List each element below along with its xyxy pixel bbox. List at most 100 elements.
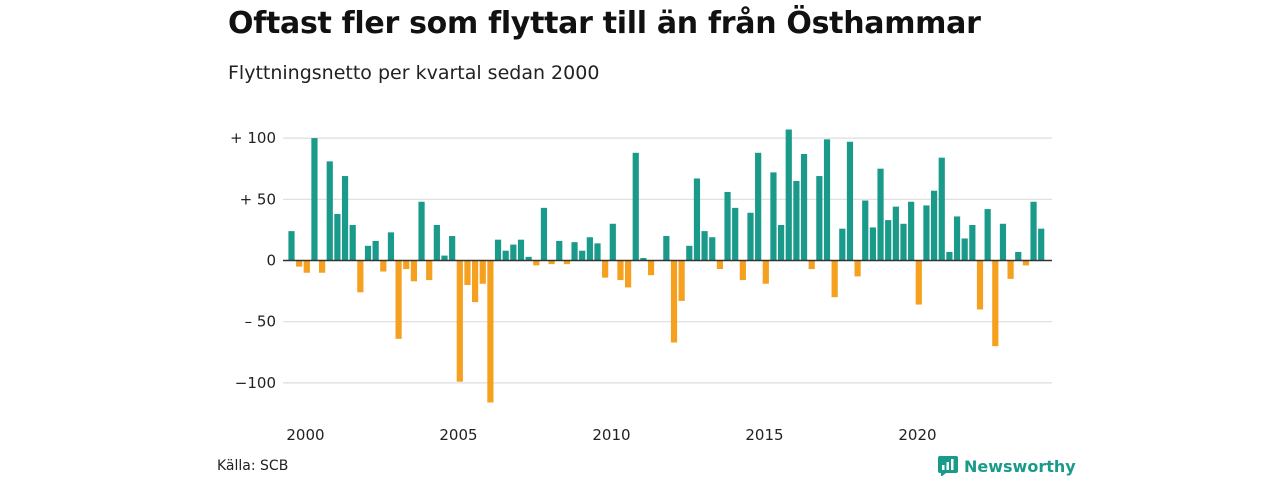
- brand: Newsworthy: [938, 456, 1076, 476]
- bar: [395, 260, 402, 339]
- bar: [609, 223, 616, 261]
- bar: [387, 232, 395, 261]
- bar: [885, 220, 892, 261]
- bar: [693, 178, 701, 261]
- bar: [364, 245, 372, 261]
- bar: [502, 250, 509, 261]
- bar: [579, 250, 586, 261]
- x-tick-label: 2015: [745, 426, 783, 444]
- bar: [349, 225, 356, 261]
- bar: [984, 209, 991, 261]
- bar: [326, 161, 333, 261]
- bar: [999, 223, 1007, 261]
- y-tick-label: + 100: [230, 129, 276, 147]
- bar: [908, 201, 915, 261]
- bar: [319, 260, 326, 273]
- bar: [456, 260, 463, 382]
- y-tick-label: + 50: [240, 190, 276, 208]
- bar: [540, 207, 548, 261]
- bar: [617, 260, 624, 281]
- brand-name: Newsworthy: [964, 456, 1076, 476]
- bar: [663, 236, 670, 261]
- bar: [877, 168, 884, 261]
- bar: [992, 260, 999, 347]
- bar: [839, 228, 846, 261]
- bar: [808, 260, 815, 270]
- grid-lines: [283, 137, 1052, 384]
- bar: [831, 260, 838, 298]
- bar: [732, 207, 739, 261]
- bar: [869, 227, 876, 261]
- bar: [969, 225, 976, 261]
- bar: [380, 260, 387, 272]
- x-tick-label: 2005: [439, 426, 477, 444]
- y-tick-label: −100: [235, 374, 276, 392]
- bar: [510, 244, 517, 261]
- bar: [433, 225, 440, 261]
- bar: [449, 236, 456, 261]
- bar: [931, 190, 938, 261]
- bar: [472, 260, 479, 303]
- bar: [296, 260, 303, 267]
- bar: [647, 260, 655, 276]
- x-tick-label: 2010: [592, 426, 630, 444]
- bar: [372, 240, 379, 261]
- bar: [640, 258, 647, 261]
- bar: [854, 260, 861, 277]
- bar: [410, 260, 417, 282]
- bar: [525, 256, 532, 261]
- bar: [494, 239, 502, 261]
- bar: [418, 201, 425, 261]
- bar: [915, 260, 922, 305]
- bar: [923, 205, 930, 261]
- bar: [747, 212, 754, 261]
- bar: [762, 260, 769, 284]
- bar: [739, 260, 746, 281]
- bar: [625, 260, 632, 288]
- x-tick-label: 2020: [898, 426, 936, 444]
- bar: [632, 152, 639, 261]
- bar: [755, 152, 762, 261]
- bar: [976, 260, 984, 310]
- bar: [441, 255, 448, 261]
- bar: [403, 260, 410, 270]
- bar: [938, 157, 945, 261]
- bar: [716, 260, 723, 270]
- bar: [571, 242, 578, 261]
- bar: [701, 231, 708, 261]
- bar: [517, 239, 525, 261]
- bar: [678, 260, 685, 301]
- newsworthy-logo-icon: [938, 456, 958, 476]
- bar: [892, 206, 899, 261]
- bar: [548, 260, 555, 265]
- bar: [1007, 260, 1014, 279]
- y-tick-label: 0: [266, 252, 276, 270]
- bar: [1022, 260, 1029, 266]
- bar: [785, 129, 792, 261]
- bar: [800, 154, 808, 261]
- bar: [1015, 251, 1022, 261]
- bar: [464, 260, 471, 285]
- bar: [846, 141, 854, 261]
- bar: [556, 240, 563, 261]
- bar: [900, 223, 907, 261]
- source-note: Källa: SCB: [217, 458, 289, 474]
- bar: [303, 260, 310, 273]
- bar: [594, 243, 601, 261]
- bar: [823, 139, 831, 261]
- bar: [724, 191, 731, 261]
- x-tick-label: 2000: [286, 426, 324, 444]
- bar: [686, 245, 693, 261]
- bar: [961, 238, 968, 261]
- bar: [426, 260, 433, 281]
- bar: [602, 260, 609, 278]
- bars: [288, 129, 1045, 403]
- bar: [487, 260, 494, 403]
- bar: [670, 260, 678, 343]
- y-tick-label: – 50: [245, 313, 276, 331]
- bar: [816, 176, 823, 261]
- chart-title: Oftast fler som flyttar till än från Öst…: [228, 6, 981, 41]
- bar: [770, 172, 777, 261]
- bar: [1030, 201, 1037, 261]
